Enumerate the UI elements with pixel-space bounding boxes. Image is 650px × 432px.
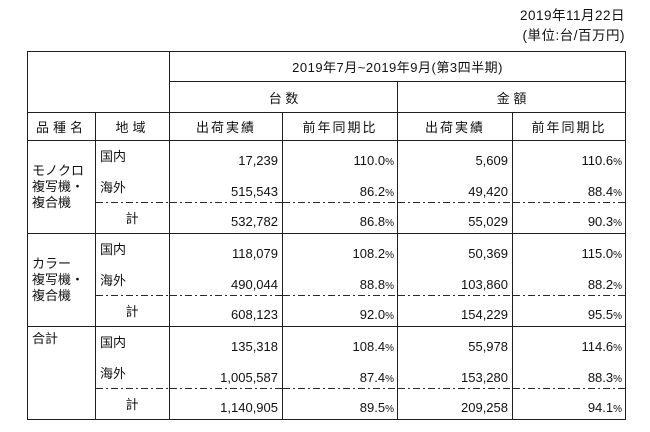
amount-shipment-cell: 49,420 [397, 171, 513, 203]
region-cell: 海外 [95, 357, 170, 389]
product-name-cell: モノクロ 複写機・ 複合機 [27, 140, 96, 234]
table-row: 海外 515,543 86.2% 49,420 88.4% [28, 171, 627, 203]
percent-sign: % [613, 187, 623, 199]
units-shipment-cell: 17,239 [169, 140, 283, 172]
units-yoy-cell: 86.2% [282, 171, 398, 203]
units-shipment-cell: 515,543 [169, 171, 283, 203]
report-meta: 2019年11月22日 (単位:台/百万円) [520, 6, 625, 46]
percent-sign: % [385, 311, 394, 322]
table-row: 合計 国内 135,318 108.4% 55,978 114.6% [27, 326, 627, 420]
units-yoy-cell: 89.5% [282, 388, 398, 420]
percent-sign: % [613, 280, 623, 292]
unit-note: (単位:台/百万円) [522, 28, 625, 43]
percent-sign: % [613, 373, 623, 385]
product-name-line: モノクロ [32, 163, 85, 178]
table-row: モノクロ 複写機・ 複合機 国内 17,239 110.0% 5,609 110… [27, 140, 627, 234]
corner-cell [27, 51, 170, 113]
percent-sign: % [385, 404, 394, 415]
amount-shipment-cell: 153,280 [397, 357, 513, 389]
units-group-header: 台 数 [169, 81, 398, 113]
percent-sign: % [385, 156, 394, 168]
amount-shipment-cell: 209,258 [397, 388, 513, 420]
region-cell: 海外 [95, 171, 170, 203]
product-name-cell: カラー 複写機・ 複合機 [27, 233, 96, 327]
region-cell: 海外 [95, 264, 170, 296]
table-row: 計 1,140,905 89.5% 209,258 94.1% [28, 388, 627, 420]
percent-sign: % [613, 311, 623, 322]
amount-shipment-cell: 55,029 [397, 202, 513, 234]
amount-shipment-cell: 5,609 [397, 140, 513, 172]
percent-sign: % [385, 342, 394, 354]
region-cell: 国内 [95, 233, 170, 265]
amount-shipment-cell: 103,860 [397, 264, 513, 296]
amount-shipment-cell: 154,229 [397, 295, 513, 327]
percent-sign: % [613, 342, 623, 354]
percent-sign: % [613, 404, 623, 415]
report-date: 2019年11月22日 [519, 8, 625, 23]
percent-sign: % [613, 249, 623, 261]
percent-sign: % [613, 156, 623, 168]
amount-yoy-cell: 110.6% [511, 140, 627, 172]
product-name-line: カラー [32, 256, 72, 271]
units-shipment-cell: 1,140,905 [169, 388, 283, 420]
table-row: 海外 490,044 88.8% 103,860 88.2% [28, 264, 627, 296]
period-header-cell: 2019年7月~2019年9月(第3四半期) [168, 51, 627, 82]
product-col-header: 品種名 [27, 112, 96, 141]
percent-sign: % [385, 218, 394, 229]
units-shipment-col-header: 出荷実績 [169, 112, 283, 141]
percent-sign: % [613, 218, 623, 229]
units-yoy-cell: 108.4% [282, 326, 398, 358]
table-row: 計 608,123 92.0% 154,229 95.5% [28, 295, 627, 327]
region-subtotal-cell: 計 [95, 295, 170, 327]
units-yoy-cell: 110.0% [282, 140, 398, 172]
units-yoy-cell: 92.0% [282, 295, 398, 327]
table-row: 海外 1,005,587 87.4% 153,280 88.3% [28, 357, 627, 389]
units-shipment-cell: 1,005,587 [169, 357, 283, 389]
amount-yoy-cell: 94.1% [511, 388, 627, 420]
product-name-cell: 合計 [27, 326, 96, 420]
amount-yoy-cell: 115.0% [511, 233, 627, 265]
units-shipment-cell: 490,044 [169, 264, 283, 296]
region-cell: 国内 [95, 140, 170, 172]
amount-shipment-cell: 50,369 [397, 233, 513, 265]
amount-yoy-cell: 88.2% [511, 264, 627, 296]
product-name-line: 複合機 [32, 288, 72, 303]
percent-sign: % [385, 373, 394, 385]
product-name-line: 複写機・ [32, 179, 85, 194]
units-shipment-cell: 608,123 [169, 295, 283, 327]
region-cell: 国内 [95, 326, 170, 358]
amount-shipment-cell: 55,978 [397, 326, 513, 358]
amount-yoy-cell: 88.3% [511, 357, 627, 389]
table-row: 計 532,782 86.8% 55,029 90.3% [28, 202, 627, 234]
units-yoy-cell: 86.8% [282, 202, 398, 234]
region-subtotal-cell: 計 [95, 202, 170, 234]
amount-group-header: 金 額 [396, 81, 627, 113]
percent-sign: % [385, 187, 394, 199]
units-yoy-cell: 108.2% [282, 233, 398, 265]
units-yoy-cell: 88.8% [282, 264, 398, 296]
percent-sign: % [385, 249, 394, 261]
product-name-line: 複合機 [32, 195, 72, 210]
region-col-header: 地域 [95, 112, 170, 141]
amount-yoy-cell: 114.6% [511, 326, 627, 358]
amount-yoy-cell: 88.4% [511, 171, 627, 203]
table-row: カラー 複写機・ 複合機 国内 118,079 108.2% 50,369 11… [27, 233, 627, 327]
units-yoy-col-header: 前年同期比 [282, 112, 398, 141]
product-name-line: 合計 [32, 331, 59, 346]
amount-yoy-cell: 90.3% [511, 202, 627, 234]
product-name-line: 複写機・ [32, 272, 85, 287]
units-shipment-cell: 532,782 [169, 202, 283, 234]
shipment-results-table: 2019年7月~2019年9月(第3四半期) 台 数 金 額 品種名 地域 出荷… [27, 51, 627, 420]
units-shipment-cell: 135,318 [169, 326, 283, 358]
units-shipment-cell: 118,079 [169, 233, 283, 265]
units-yoy-cell: 87.4% [282, 357, 398, 389]
amount-shipment-col-header: 出荷実績 [397, 112, 513, 141]
amount-yoy-cell: 95.5% [511, 295, 627, 327]
amount-yoy-col-header: 前年同期比 [511, 112, 627, 141]
percent-sign: % [385, 280, 394, 292]
region-subtotal-cell: 計 [95, 388, 170, 420]
